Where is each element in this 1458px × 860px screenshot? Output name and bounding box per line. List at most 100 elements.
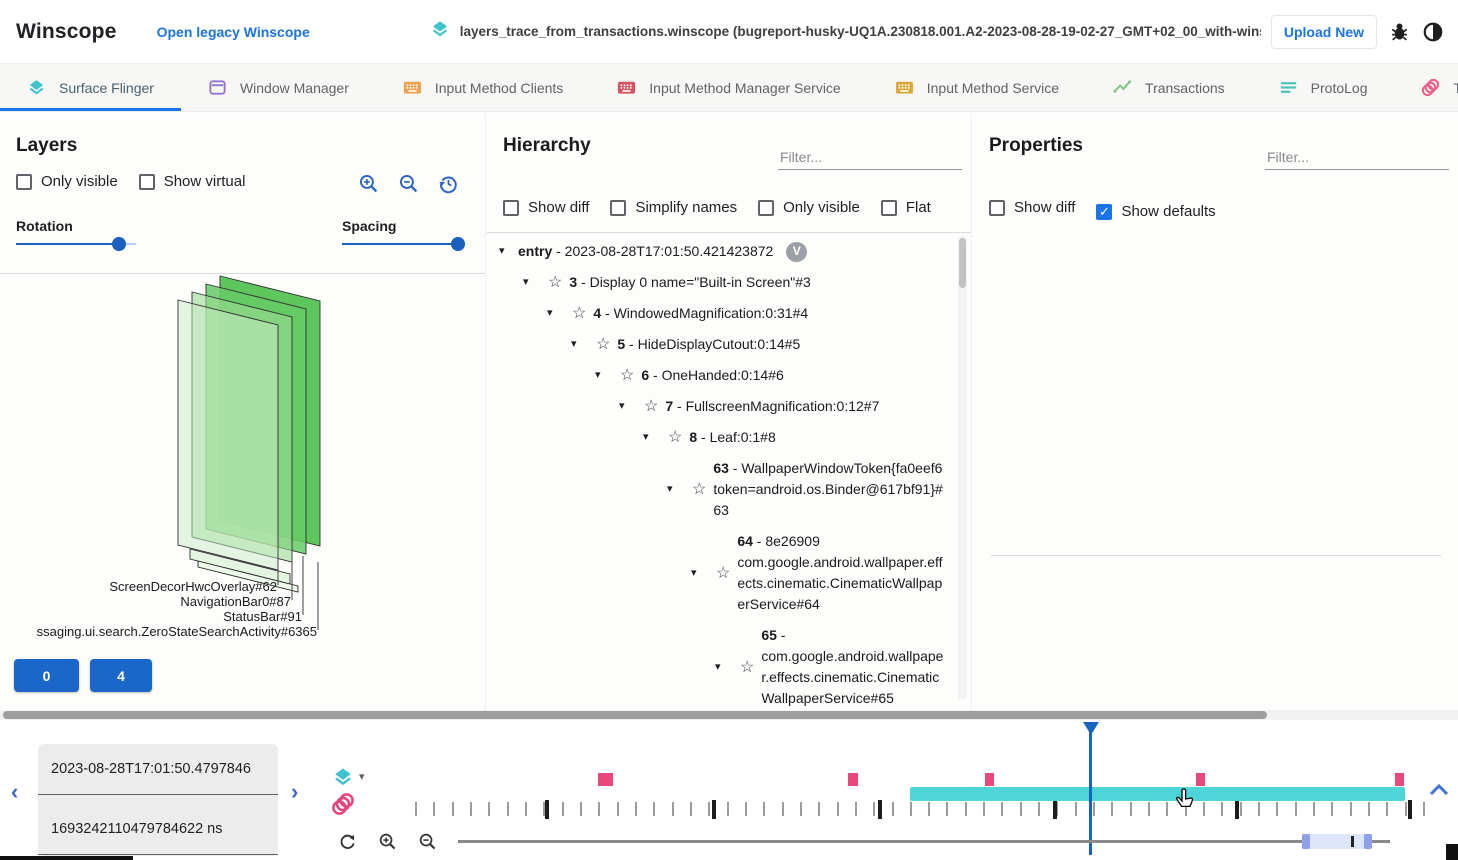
checkbox-box[interactable]: ✓ bbox=[1096, 203, 1113, 220]
transition-marker[interactable] bbox=[598, 773, 614, 786]
spacing-slider[interactable] bbox=[342, 237, 466, 251]
pin-star-icon[interactable]: ☆ bbox=[620, 367, 635, 384]
hierarchy-scrollbar[interactable] bbox=[958, 236, 967, 700]
pin-star-icon[interactable]: ☆ bbox=[668, 429, 683, 446]
zoom-slider-handle-right[interactable] bbox=[1364, 834, 1372, 849]
tree-node-6[interactable]: ▾ ☆ 6 - OneHanded:0:14#6 bbox=[595, 360, 945, 391]
scrollbar-thumb[interactable] bbox=[3, 711, 1267, 719]
tab-window-manager[interactable]: Window Manager bbox=[181, 64, 376, 111]
checkbox-show-diff[interactable]: Show diff bbox=[503, 199, 589, 216]
tree-node-5[interactable]: ▾ ☆ 5 - HideDisplayCutout:0:14#5 bbox=[571, 329, 945, 360]
upload-new-button[interactable]: Upload New bbox=[1270, 14, 1377, 49]
transition-marker[interactable] bbox=[848, 773, 859, 786]
expand-arrow-icon[interactable]: ▾ bbox=[595, 369, 601, 381]
transition-marker[interactable] bbox=[1395, 773, 1405, 786]
tree-node-entry[interactable]: ▾ entry - 2023-08-28T17:01:50.421423872 V bbox=[499, 236, 945, 267]
dark-mode-toggle-icon[interactable] bbox=[1422, 21, 1444, 43]
zoom-slider-track-end[interactable] bbox=[1372, 840, 1390, 843]
tab-input-method-clients[interactable]: Input Method Clients bbox=[376, 64, 590, 111]
tree-node-65[interactable]: ▾ ☆ 65 - com.google.android.wallpaper.effe… bbox=[715, 620, 945, 708]
sf-trace-icon[interactable] bbox=[332, 766, 354, 788]
checkbox-flat[interactable]: Flat bbox=[880, 199, 931, 216]
bug-report-icon[interactable] bbox=[1389, 21, 1410, 42]
main-horizontal-scrollbar[interactable] bbox=[0, 710, 1458, 720]
pin-star-icon[interactable]: ☆ bbox=[716, 564, 731, 582]
prev-entry-button[interactable]: ‹ bbox=[11, 779, 19, 804]
open-legacy-link[interactable]: Open legacy Winscope bbox=[156, 23, 310, 40]
sf-trace-band[interactable] bbox=[909, 787, 1406, 801]
tree-node-4[interactable]: ▾ ☆ 4 - WindowedMagnification:0:31#4 bbox=[547, 298, 945, 329]
expand-arrow-icon[interactable]: ▾ bbox=[691, 566, 697, 579]
ruler-tick bbox=[1294, 802, 1297, 816]
hierarchy-filter-input[interactable] bbox=[778, 145, 962, 170]
zoom-slider-selection[interactable] bbox=[1302, 834, 1372, 849]
spacing-slider-thumb[interactable] bbox=[451, 237, 466, 251]
checkbox-show-virtual[interactable]: Show virtual bbox=[138, 173, 245, 190]
pin-star-icon[interactable]: ☆ bbox=[644, 398, 659, 415]
tab-input-method-service[interactable]: Input Method Service bbox=[868, 64, 1086, 111]
tab-transitions[interactable]: Transitions bbox=[1394, 64, 1458, 111]
expand-arrow-icon[interactable]: ▾ bbox=[523, 276, 529, 288]
checkbox-box[interactable] bbox=[16, 173, 32, 190]
checkbox-only-visible[interactable]: Only visible bbox=[16, 173, 118, 190]
tree-node-64[interactable]: ▾ ☆ 64 - 8e26909 com.google.android.wallpa… bbox=[691, 526, 945, 620]
pin-star-icon[interactable]: ☆ bbox=[692, 481, 707, 498]
tree-node-3[interactable]: ▾ ☆ 3 - Display 0 name="Built-in Screen"#3 bbox=[523, 267, 945, 298]
tree-node-label: 7 - FullscreenMagnification:0:12#7 bbox=[665, 398, 880, 414]
expand-arrow-icon[interactable]: ▾ bbox=[499, 245, 505, 257]
properties-filter-input[interactable] bbox=[1265, 145, 1449, 170]
zoom-slider-track[interactable] bbox=[458, 840, 1302, 843]
tree-node-7[interactable]: ▾ ☆ 7 - FullscreenMagnification:0:12#7 bbox=[619, 391, 945, 422]
checkbox-box[interactable] bbox=[138, 173, 155, 190]
timeline-zoom-out-icon[interactable] bbox=[418, 832, 437, 851]
tree-node-63[interactable]: ▾ ☆ 63 - WallpaperWindowToken{fa0eef6 toke… bbox=[667, 453, 945, 526]
reset-view-icon[interactable] bbox=[438, 173, 459, 194]
checkbox-box[interactable] bbox=[610, 199, 627, 216]
hierarchy-checkboxes: Show diff Simplify names Only visible Flat bbox=[503, 199, 952, 221]
expand-arrow-icon[interactable]: ▾ bbox=[667, 483, 673, 495]
tab-surface-flinger[interactable]: Surface Flinger bbox=[0, 64, 181, 111]
timeline-zoom-in-icon[interactable] bbox=[378, 832, 397, 851]
rotation-slider[interactable] bbox=[16, 237, 136, 251]
transition-marker[interactable] bbox=[985, 773, 995, 786]
expand-arrow-icon[interactable]: ▾ bbox=[619, 400, 625, 412]
pin-star-icon[interactable]: ☆ bbox=[548, 274, 563, 291]
checkbox-show-diff[interactable]: Show diff bbox=[989, 199, 1075, 216]
timeline-refresh-icon[interactable] bbox=[338, 832, 357, 851]
expand-arrow-icon[interactable]: ▾ bbox=[643, 431, 649, 443]
layer-id-button-0[interactable]: 0 bbox=[14, 659, 79, 692]
tab-transactions[interactable]: Transactions bbox=[1086, 64, 1252, 111]
transition-marker[interactable] bbox=[1195, 773, 1205, 786]
expand-arrow-icon[interactable]: ▾ bbox=[547, 307, 553, 319]
checkbox-box[interactable] bbox=[758, 199, 775, 216]
layers-3d-canvas[interactable] bbox=[0, 274, 486, 694]
timestamp-ns-field[interactable]: 1693242110479784622 ns bbox=[38, 804, 278, 855]
tree-node-8[interactable]: ▾ ☆ 8 - Leaf:0:1#8 bbox=[643, 422, 945, 453]
checkbox-box[interactable] bbox=[880, 199, 897, 216]
timestamp-human-field[interactable]: 2023-08-28T17:01:50.4797846 bbox=[38, 744, 278, 795]
ruler-tick bbox=[818, 802, 821, 816]
expand-arrow-icon[interactable]: ▾ bbox=[571, 338, 577, 350]
timeline-cursor-line[interactable] bbox=[1088, 722, 1092, 855]
next-entry-button[interactable]: › bbox=[291, 779, 299, 804]
pin-star-icon[interactable]: ☆ bbox=[596, 336, 611, 353]
checkbox-simplify-names[interactable]: Simplify names bbox=[610, 199, 737, 216]
pin-star-icon[interactable]: ☆ bbox=[572, 305, 587, 322]
view-zoom-out-icon[interactable] bbox=[398, 173, 419, 194]
checkbox-show-defaults[interactable]: ✓ Show defaults bbox=[1096, 203, 1216, 220]
tab-protolog[interactable]: ProtoLog bbox=[1252, 64, 1395, 111]
checkbox-box[interactable] bbox=[989, 199, 1005, 216]
rotation-slider-thumb[interactable] bbox=[112, 237, 127, 251]
tab-input-method-manager-service[interactable]: Input Method Manager Service bbox=[590, 64, 867, 111]
layer-id-button-4[interactable]: 4 bbox=[90, 659, 152, 692]
view-zoom-in-icon[interactable] bbox=[358, 173, 379, 194]
pin-star-icon[interactable]: ☆ bbox=[740, 658, 755, 676]
timeline-ruler[interactable] bbox=[408, 720, 1430, 860]
checkbox-box[interactable] bbox=[503, 199, 519, 216]
transitions-trace-icon[interactable] bbox=[331, 792, 355, 816]
zoom-slider-handle-left[interactable] bbox=[1302, 834, 1310, 849]
expand-arrow-icon[interactable]: ▾ bbox=[715, 660, 721, 673]
trace-selector-dropdown-icon[interactable]: ▾ bbox=[359, 771, 365, 783]
collapse-timeline-icon[interactable] bbox=[1428, 782, 1450, 798]
checkbox-only-visible[interactable]: Only visible bbox=[758, 199, 860, 216]
